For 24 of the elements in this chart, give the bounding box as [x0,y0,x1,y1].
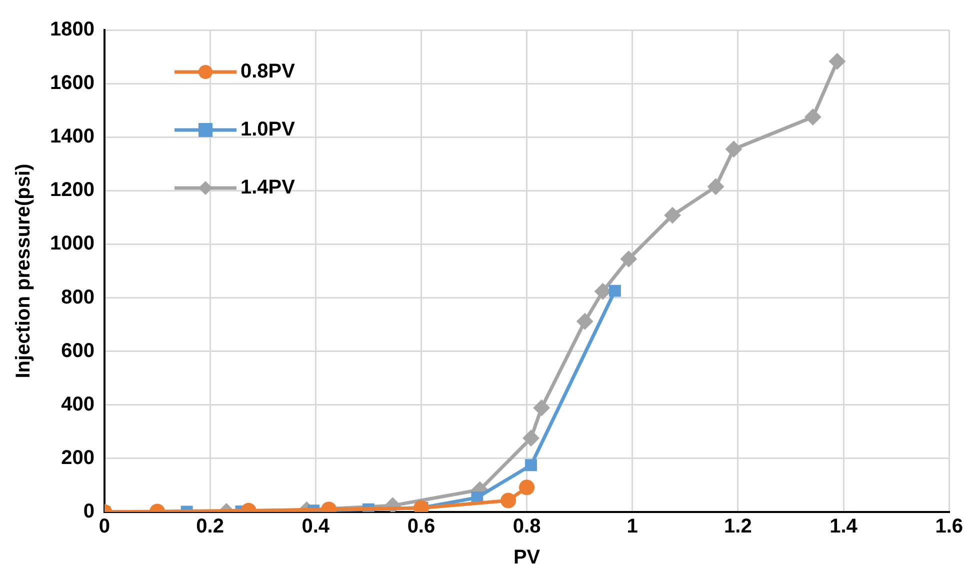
y-tick-label: 600 [61,340,94,362]
x-tick-label: 1.2 [724,516,752,538]
y-tick-label: 1400 [50,126,94,148]
y-tick-label: 0 [83,500,94,523]
x-tick-label: 1 [626,516,638,538]
x-tick-label: 1.6 [935,516,964,538]
y-tick-label: 1200 [50,179,94,202]
x-tick-label: 0.6 [407,516,436,538]
x-tick-label: 1.4 [830,516,858,538]
y-axis-title: Injection pressure(psi) [12,164,35,378]
y-tick-label: 1600 [50,72,94,94]
y-tick-label: 1800 [50,18,94,41]
y-tick-label: 800 [61,286,94,308]
x-tick-label: 0.2 [196,516,224,538]
x-tick-label: 0.8 [512,516,541,538]
x-tick-label: 0 [98,516,110,538]
legend-label: 1.4PV [240,176,296,199]
x-axis-title: PV [513,546,541,569]
y-tick-label: 200 [61,446,94,469]
legend-label: 1.0PV [240,118,296,141]
y-tick-label: 1000 [50,232,94,255]
legend-label: 0.8PV [240,60,296,83]
y-tick-label: 400 [61,393,94,416]
x-tick-label: 0.4 [302,516,330,538]
